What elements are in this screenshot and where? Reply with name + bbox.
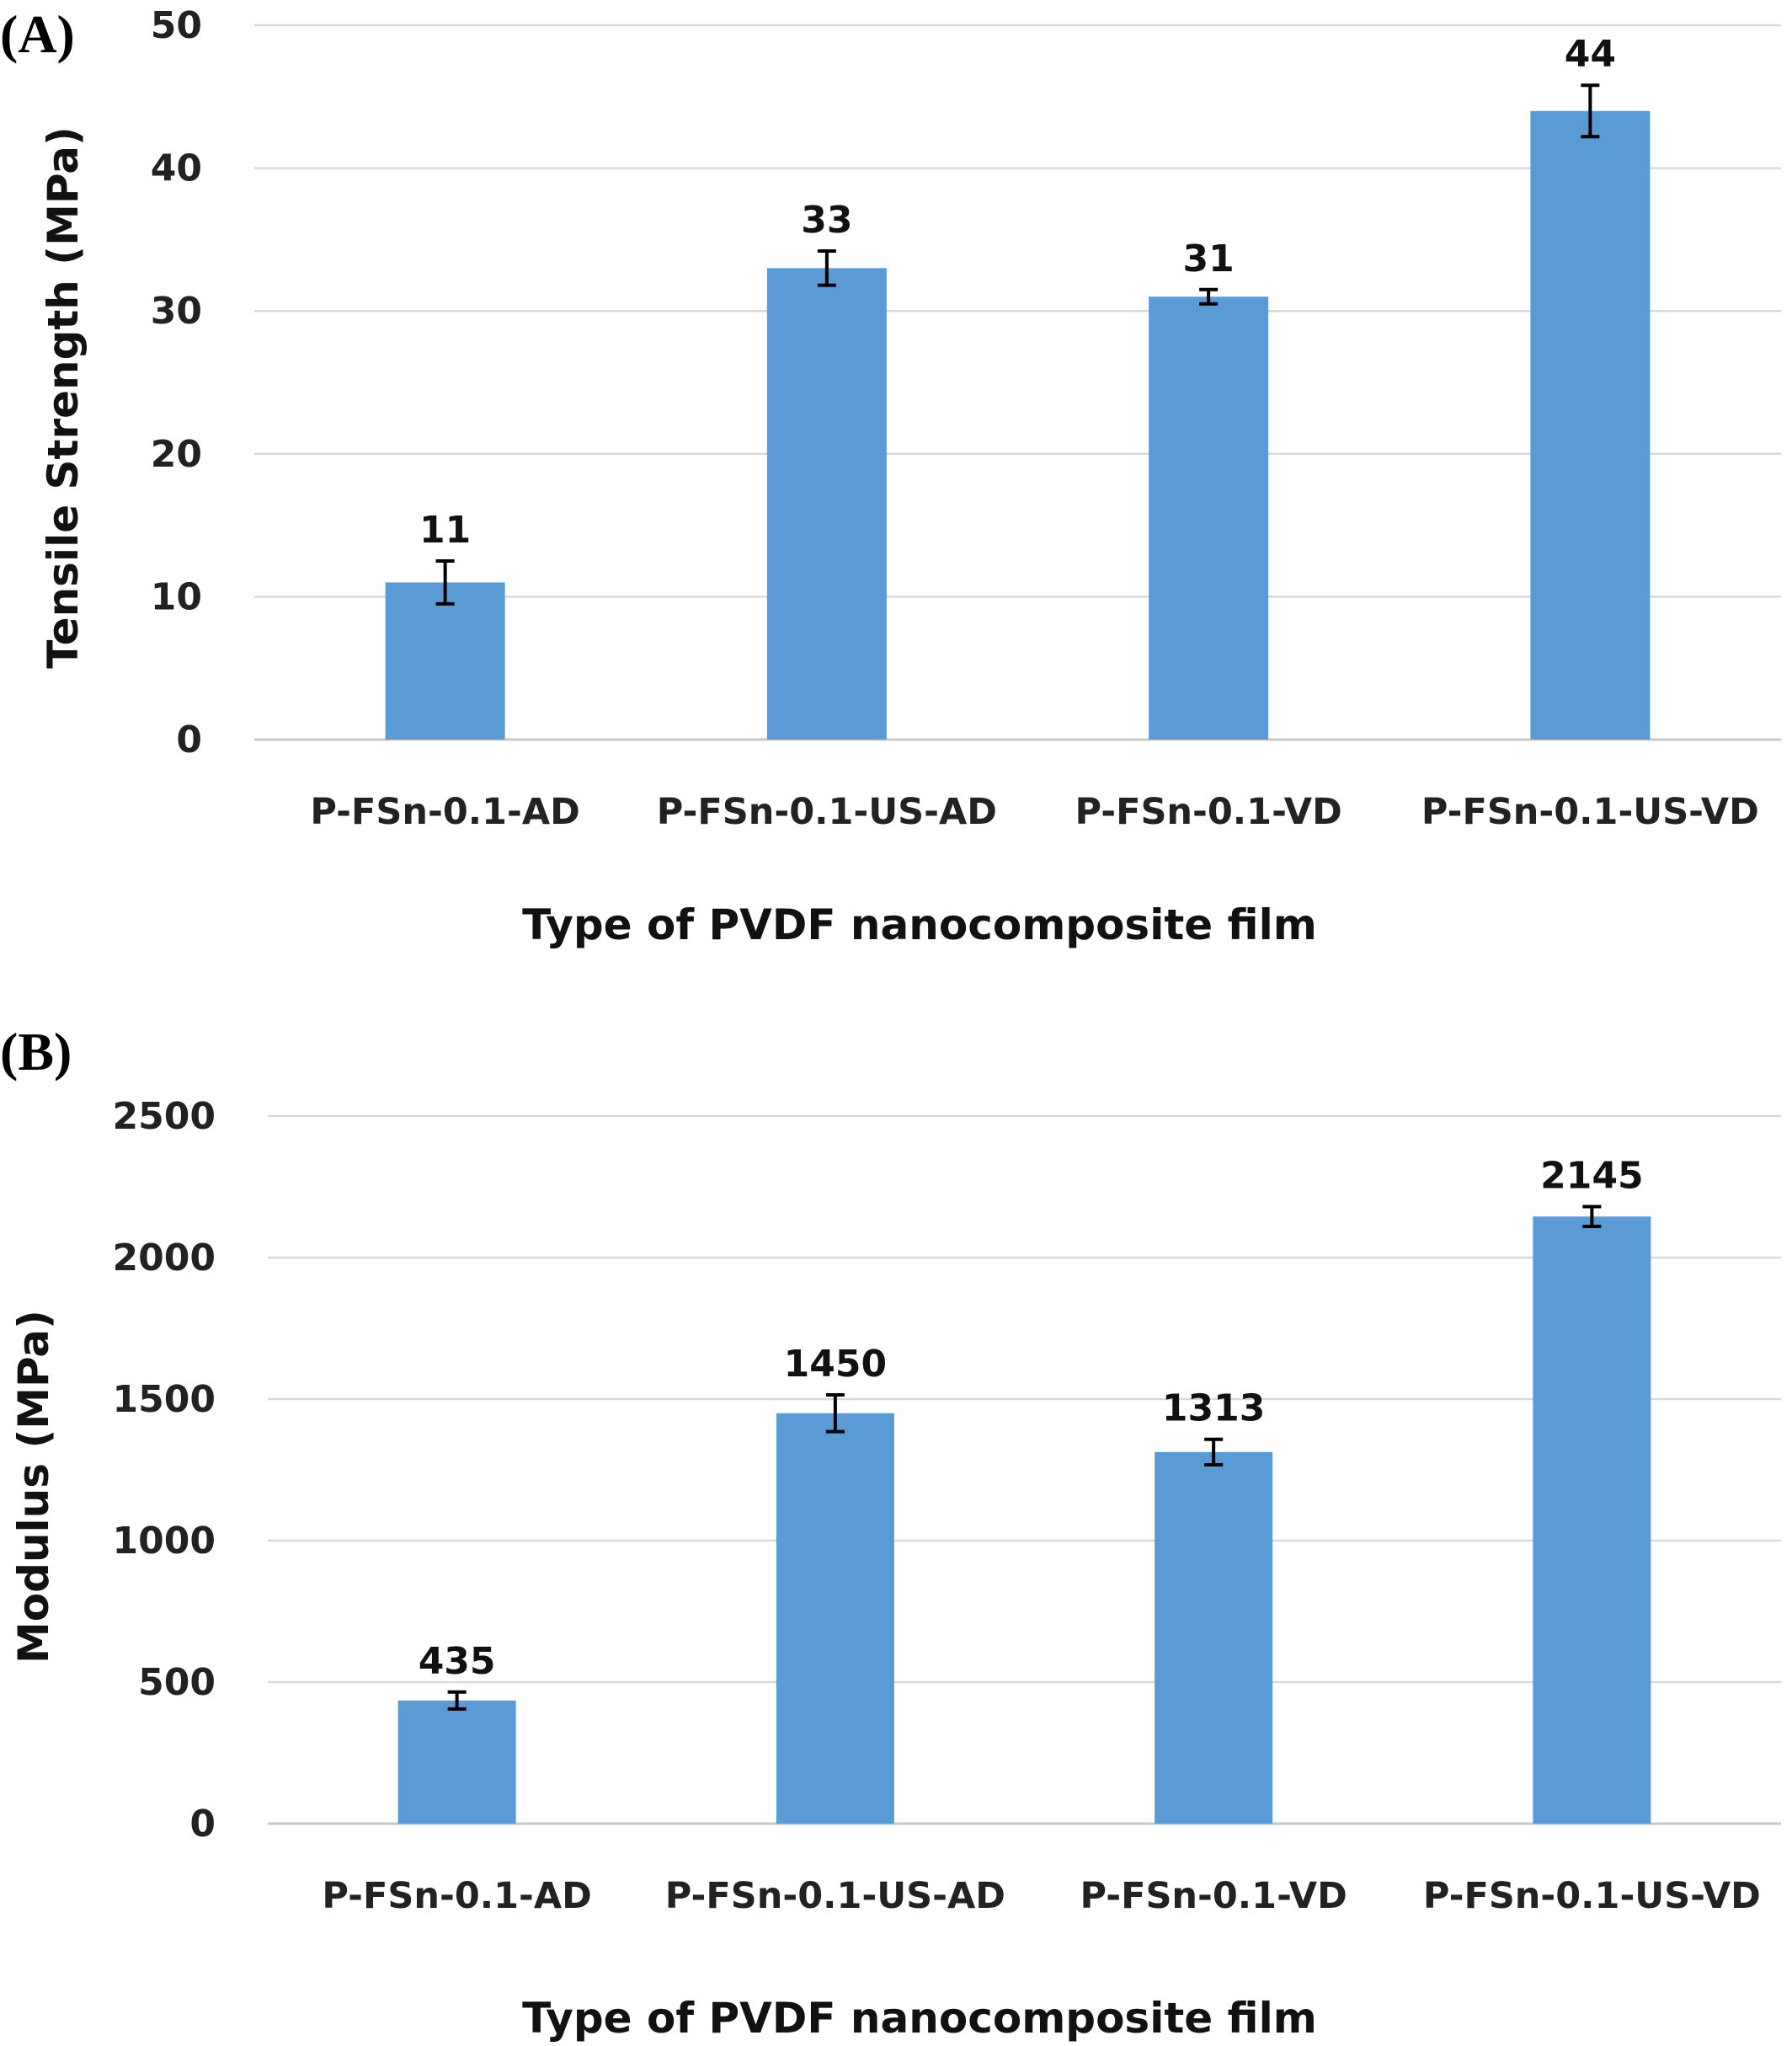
panel-b-y-tick-label: 0 (189, 1803, 216, 1846)
panel-a-data-label: 31 (1183, 238, 1235, 280)
panel-a-y-tick-label: 20 (151, 433, 202, 476)
panel-a-category-label: P-FSn-0.1-US-VD (1421, 791, 1759, 833)
panel-a-y-tick-label: 40 (151, 147, 202, 190)
panel-a-category-label: P-FSn-0.1-VD (1075, 791, 1341, 833)
panel-a-y-tick-label: 50 (151, 4, 202, 47)
panel-a-bar (1149, 296, 1269, 740)
panel-b-y-tick-label: 2500 (113, 1095, 216, 1138)
panel-a-category-label: P-FSn-0.1-US-AD (657, 791, 997, 833)
panel-a-label: (A) (0, 4, 75, 64)
panel-b-bar (1533, 1216, 1651, 1824)
panel-b-category-label: P-FSn-0.1-US-VD (1423, 1875, 1761, 1917)
panel-a-bar (385, 582, 505, 740)
panel-b-y-tick-label: 500 (138, 1661, 216, 1704)
panel-a: (A) Tensile Strength (MPa) Type of PVDF … (0, 4, 1781, 949)
panel-a-y-axis-title: Tensile Strength (MPa) (39, 126, 88, 669)
panel-b-category-label: P-FSn-0.1-US-AD (665, 1875, 1005, 1917)
panel-a-category-label: P-FSn-0.1-AD (310, 791, 579, 833)
panel-b-x-axis-title: Type of PVDF nanocomposite film (522, 1994, 1317, 2043)
panel-b: (B) Modulus (MPa) Type of PVDF nanocompo… (0, 1022, 1781, 2043)
panel-b-y-tick-label: 1000 (113, 1520, 216, 1563)
panel-a-bar (1530, 110, 1651, 740)
panel-a-y-tick-label: 0 (176, 719, 202, 761)
panel-b-bar (397, 1700, 516, 1824)
panel-a-data-label: 11 (419, 509, 471, 552)
panel-b-y-tick-label: 1500 (113, 1378, 216, 1421)
panel-b-label: (B) (0, 1022, 72, 1082)
panel-b-data-label: 1450 (784, 1343, 887, 1386)
panel-b-y-tick-label: 2000 (113, 1237, 216, 1279)
panel-a-bar (766, 268, 887, 740)
panel-b-category-label: P-FSn-0.1-AD (322, 1875, 591, 1917)
panel-b-data-label: 2145 (1540, 1155, 1643, 1198)
panel-b-category-label: P-FSn-0.1-VD (1080, 1875, 1347, 1917)
panel-b-bar (1155, 1451, 1273, 1824)
panel-a-y-tick-label: 30 (151, 290, 202, 333)
panel-a-x-axis-title: Type of PVDF nanocomposite film (522, 900, 1317, 949)
panel-b-data-label: 435 (419, 1640, 496, 1683)
panel-b-data-label: 1313 (1162, 1387, 1265, 1430)
panel-a-y-tick-label: 10 (151, 575, 202, 618)
panel-b-y-axis-title: Modulus (MPa) (9, 1310, 58, 1664)
panel-b-bar (776, 1413, 894, 1824)
panel-a-data-label: 33 (801, 199, 852, 242)
panel-a-data-label: 44 (1565, 33, 1616, 76)
